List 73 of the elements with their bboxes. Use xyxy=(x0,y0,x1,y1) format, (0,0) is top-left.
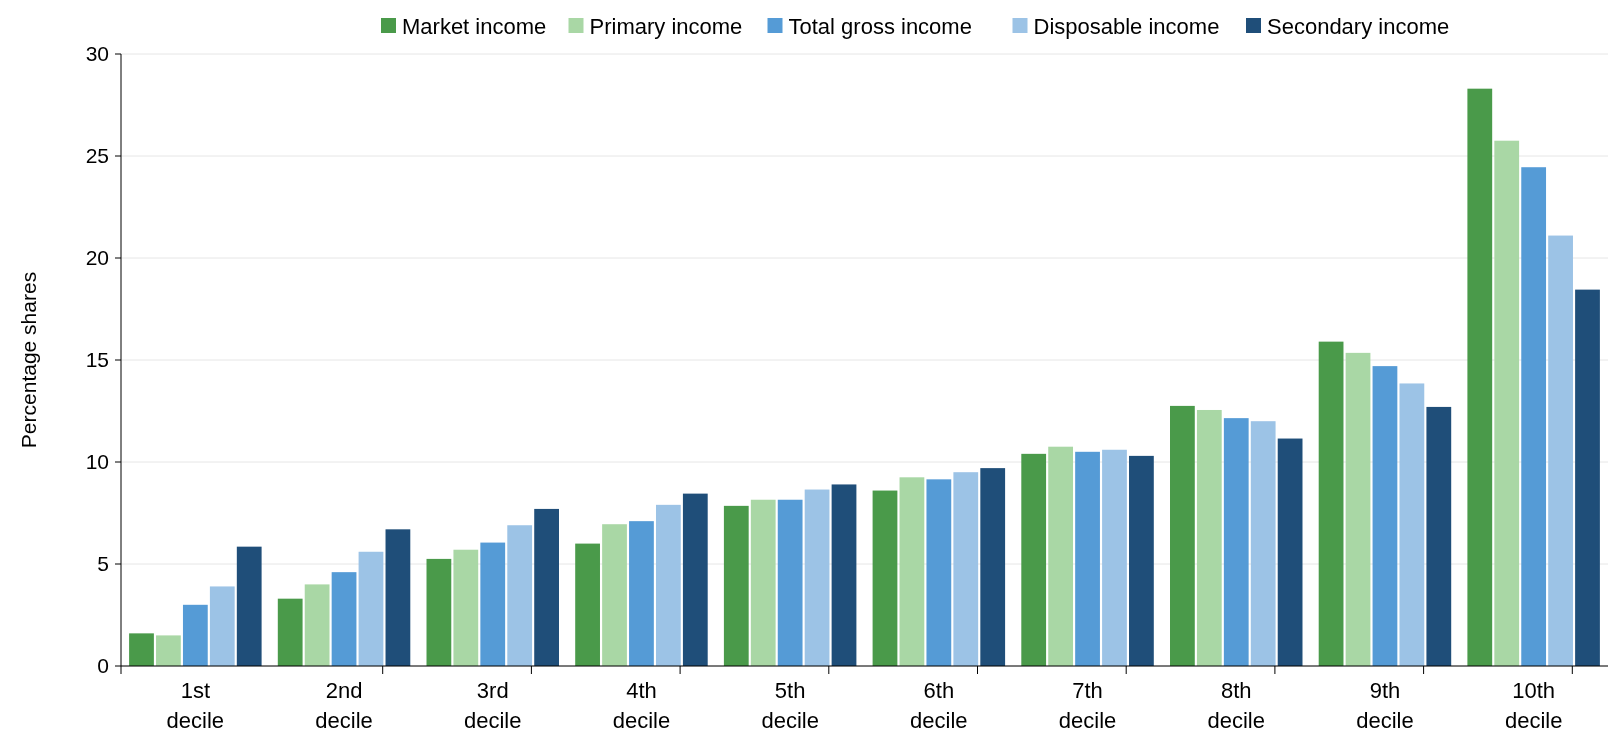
bar xyxy=(1345,352,1371,666)
bar xyxy=(655,504,681,666)
bar xyxy=(872,490,898,666)
bar xyxy=(602,524,627,666)
y-tick-label: 20 xyxy=(85,246,109,270)
bar xyxy=(129,633,154,666)
bar xyxy=(1372,366,1398,666)
bar xyxy=(1048,446,1074,666)
x-tick-label: 10th decile xyxy=(1504,678,1563,733)
bar xyxy=(1223,418,1249,666)
bar xyxy=(1575,289,1600,666)
bar xyxy=(1277,438,1303,666)
bar xyxy=(980,468,1006,666)
x-tick-label: 9th decile xyxy=(1356,678,1414,733)
y-tick-label: 30 xyxy=(85,42,109,66)
bar xyxy=(1129,455,1154,666)
bar xyxy=(1494,140,1520,666)
legend-label: Disposable income xyxy=(1033,13,1220,39)
bar xyxy=(1021,453,1047,666)
bar xyxy=(156,635,181,666)
bar xyxy=(926,479,952,666)
bar xyxy=(750,499,776,666)
x-tick-label: 1st decile xyxy=(166,678,225,733)
y-axis-title: Percentage shares xyxy=(17,271,40,449)
bar xyxy=(534,508,559,666)
y-tick-label: 25 xyxy=(85,144,109,168)
bar xyxy=(1250,421,1276,666)
bar xyxy=(358,551,384,666)
x-tick-label: 5th decile xyxy=(761,678,819,733)
bar xyxy=(1196,409,1222,666)
bar xyxy=(236,546,262,666)
bar xyxy=(1399,383,1425,666)
y-tick-label: 5 xyxy=(97,552,109,576)
bar xyxy=(209,586,235,666)
bar xyxy=(1318,341,1344,666)
bar xyxy=(723,505,749,666)
bar xyxy=(277,598,303,666)
bar xyxy=(1170,405,1195,666)
bar xyxy=(629,521,654,666)
bar xyxy=(1548,235,1573,666)
bar xyxy=(1075,451,1100,666)
bar xyxy=(575,543,600,666)
bar xyxy=(182,604,208,666)
x-tick-label: 6th decile xyxy=(910,678,968,733)
bar xyxy=(1467,88,1493,666)
x-tick-label: 7th decile xyxy=(1058,678,1117,733)
x-tick-label: 4th decile xyxy=(612,678,671,733)
bar xyxy=(804,489,830,666)
bar xyxy=(1102,449,1127,666)
bar xyxy=(777,499,803,666)
bar xyxy=(899,477,925,666)
legend-label: Market income xyxy=(402,13,547,39)
bar xyxy=(453,549,479,666)
y-tick-label: 15 xyxy=(85,348,109,372)
x-tick-label: 2nd decile xyxy=(315,678,373,733)
legend-label: Primary income xyxy=(589,13,743,39)
legend-label: Secondary income xyxy=(1267,13,1450,39)
bar xyxy=(480,542,506,666)
bar xyxy=(1521,167,1547,666)
bar xyxy=(331,572,357,666)
x-tick-label: 8th decile xyxy=(1207,678,1265,733)
legend-label: Total gross income xyxy=(788,13,972,39)
bar xyxy=(426,558,452,666)
bar xyxy=(304,584,330,666)
y-tick-label: 0 xyxy=(97,654,109,678)
x-tick-label: 3rd decile xyxy=(464,678,522,733)
bar xyxy=(831,484,857,666)
y-tick-label: 10 xyxy=(85,450,109,474)
bar xyxy=(953,472,979,666)
bar xyxy=(1426,406,1452,666)
bar xyxy=(682,493,708,666)
bar xyxy=(385,529,411,666)
bar xyxy=(507,525,533,666)
